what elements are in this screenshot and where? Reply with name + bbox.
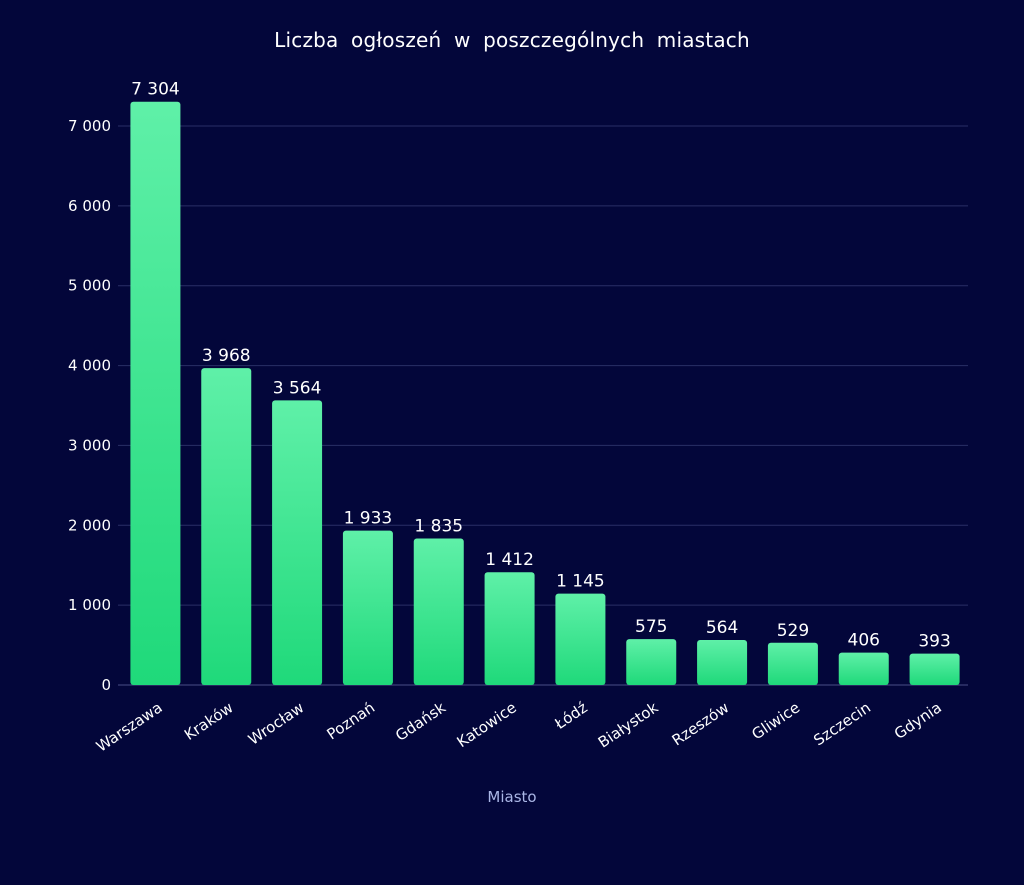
bar [555, 593, 606, 685]
data-label: 7 304 [131, 80, 180, 100]
grid-layer [118, 125, 968, 686]
x-axis: Warszawa Kraków Wrocław Poznań Gdańsk Katowic… [93, 698, 945, 755]
bar [342, 530, 393, 685]
data-label: 1 145 [556, 572, 605, 592]
x-tick-label: Katowice [454, 698, 520, 751]
data-label: 1 835 [414, 516, 463, 536]
x-axis-title: Miasto [487, 788, 537, 806]
x-tick-label: Gdynia [891, 698, 945, 742]
y-tick-label: 6 000 [68, 197, 111, 215]
x-tick-label: Kraków [181, 698, 236, 744]
chart-title: Liczba ogłoszeń w poszczególnych miastac… [274, 28, 750, 52]
bar [626, 639, 677, 685]
data-label: 575 [635, 617, 667, 637]
x-tick-label: Łódź [551, 698, 591, 733]
bar [484, 572, 535, 685]
data-labels: 7 304 3 968 3 564 1 933 1 835 1 412 1 145 575 56… [131, 80, 951, 652]
data-label: 3 564 [273, 378, 322, 398]
x-tick-label: Białystok [595, 698, 662, 751]
x-tick-label: Warszawa [93, 698, 166, 755]
bar [130, 101, 181, 685]
y-tick-label: 7 000 [68, 117, 111, 135]
x-tick-label: Szczecin [810, 698, 874, 749]
data-label: 406 [848, 631, 880, 651]
bar [201, 368, 252, 685]
x-tick-label: Gdańsk [392, 698, 449, 745]
x-tick-label: Rzeszów [669, 698, 733, 749]
data-label: 564 [706, 618, 738, 638]
y-tick-label: 2 000 [68, 516, 111, 534]
data-label: 3 968 [202, 346, 251, 366]
bar [838, 652, 889, 685]
y-tick-label: 1 000 [68, 596, 111, 614]
x-tick-label: Gliwice [748, 698, 803, 743]
data-label: 393 [918, 632, 950, 652]
bar [272, 400, 323, 685]
bars [130, 101, 960, 685]
data-label: 1 933 [344, 509, 393, 529]
y-axis: 0 1 000 2 000 3 000 4 000 5 000 6 000 7 000 [68, 117, 111, 694]
y-tick-label: 3 000 [68, 436, 111, 454]
bar [413, 538, 464, 685]
data-label: 529 [777, 621, 809, 641]
data-label: 1 412 [485, 550, 534, 570]
bar [697, 639, 748, 685]
bar [767, 642, 818, 685]
x-tick-label: Wrocław [245, 698, 307, 748]
y-tick-label: 4 000 [68, 357, 111, 375]
x-tick-label: Poznań [324, 698, 379, 743]
y-tick-label: 5 000 [68, 277, 111, 295]
bar [909, 653, 960, 685]
y-tick-label: 0 [101, 676, 111, 694]
